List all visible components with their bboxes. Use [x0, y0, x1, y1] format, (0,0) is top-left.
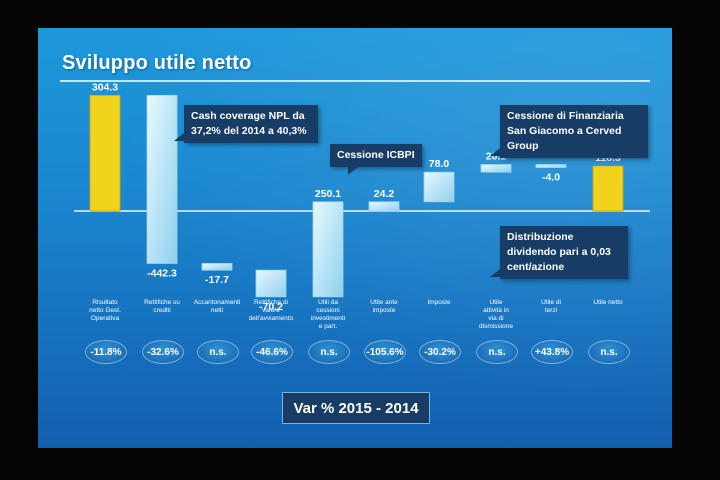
category-label-6: imposte	[373, 307, 396, 314]
pct-change-9: +43.8%	[531, 340, 573, 364]
category-label-4: valore	[262, 307, 280, 314]
category-label-9: terzi	[545, 307, 557, 314]
value-label-6: 24.2	[374, 188, 395, 200]
value-label-7: 78.0	[429, 158, 450, 170]
category-label-7: Imposte	[427, 299, 451, 306]
value-label-1: 304.3	[92, 81, 118, 93]
bar-8	[480, 164, 512, 173]
category-label-6: Utile ante	[370, 299, 398, 306]
callout-finanziaria: Cessione di Finanziaria San Giacomo a Ce…	[490, 105, 648, 158]
category-label-1: Risultato	[92, 299, 118, 306]
bar-1	[89, 94, 121, 212]
callout-npl: Cash coverage NPL da 37,2% del 2014 a 40…	[174, 105, 318, 143]
bar-5	[312, 201, 344, 298]
bar-9	[535, 164, 567, 168]
pct-change-7: -30.2%	[419, 340, 461, 364]
var-label-box: Var % 2015 - 2014	[282, 392, 430, 424]
bar-6	[368, 201, 400, 212]
presentation-slide: Sviluppo utile netto 304.3 Risultato netto…	[38, 28, 672, 448]
bar-3	[201, 263, 233, 271]
category-label-8: dismissione	[479, 323, 513, 330]
category-label-8: via di	[488, 315, 503, 322]
category-label-5: e part.	[319, 323, 338, 330]
pct-change-2: -32.6%	[142, 340, 184, 364]
pct-change-3: n.s.	[197, 340, 239, 364]
bar-2	[146, 94, 178, 264]
pct-change-6: -105.6%	[364, 340, 406, 364]
pct-change-5: n.s.	[308, 340, 350, 364]
category-label-5: investimenti	[311, 315, 345, 322]
pct-change-8: n.s.	[476, 340, 518, 364]
bar-7	[423, 171, 455, 203]
pct-change-10: n.s.	[588, 340, 630, 364]
pct-change-1: -11.8%	[85, 340, 127, 364]
category-label-4: dell'avviamento	[249, 315, 294, 322]
category-label-1: netto Gest.	[89, 307, 121, 314]
callout-icbpi: Cessione ICBPI	[330, 144, 422, 175]
value-label-4: -70.2	[259, 301, 283, 313]
category-label-3: Accantonamenti	[194, 299, 241, 306]
category-label-1: Operativa	[91, 315, 120, 322]
category-label-3: netti	[211, 307, 223, 314]
category-label-5: Utili da	[318, 299, 338, 306]
category-label-2: crediti	[153, 307, 170, 314]
bar-10	[592, 165, 624, 212]
category-label-8: Utile	[489, 299, 502, 306]
value-label-5: 250.1	[315, 188, 341, 200]
value-label-9: -4.0	[542, 172, 560, 184]
category-label-2: Rettifiche su	[144, 299, 180, 306]
category-label-4: Rettifiche di	[254, 299, 288, 306]
category-label-5: cessioni	[316, 307, 339, 314]
title-underline	[60, 80, 650, 82]
category-label-8: attività in	[483, 307, 509, 314]
slide-title: Sviluppo utile netto	[62, 52, 252, 74]
value-label-3: -17.7	[205, 274, 229, 286]
value-label-2: -442.3	[147, 267, 177, 279]
bar-4	[255, 269, 287, 298]
category-label-10: Utile netto	[593, 299, 623, 306]
callout-dividendo: Distribuzione dividendo pari a 0,03 cent…	[490, 226, 628, 279]
pct-change-4: -46.6%	[251, 340, 293, 364]
category-label-9: Utile di	[541, 299, 561, 306]
